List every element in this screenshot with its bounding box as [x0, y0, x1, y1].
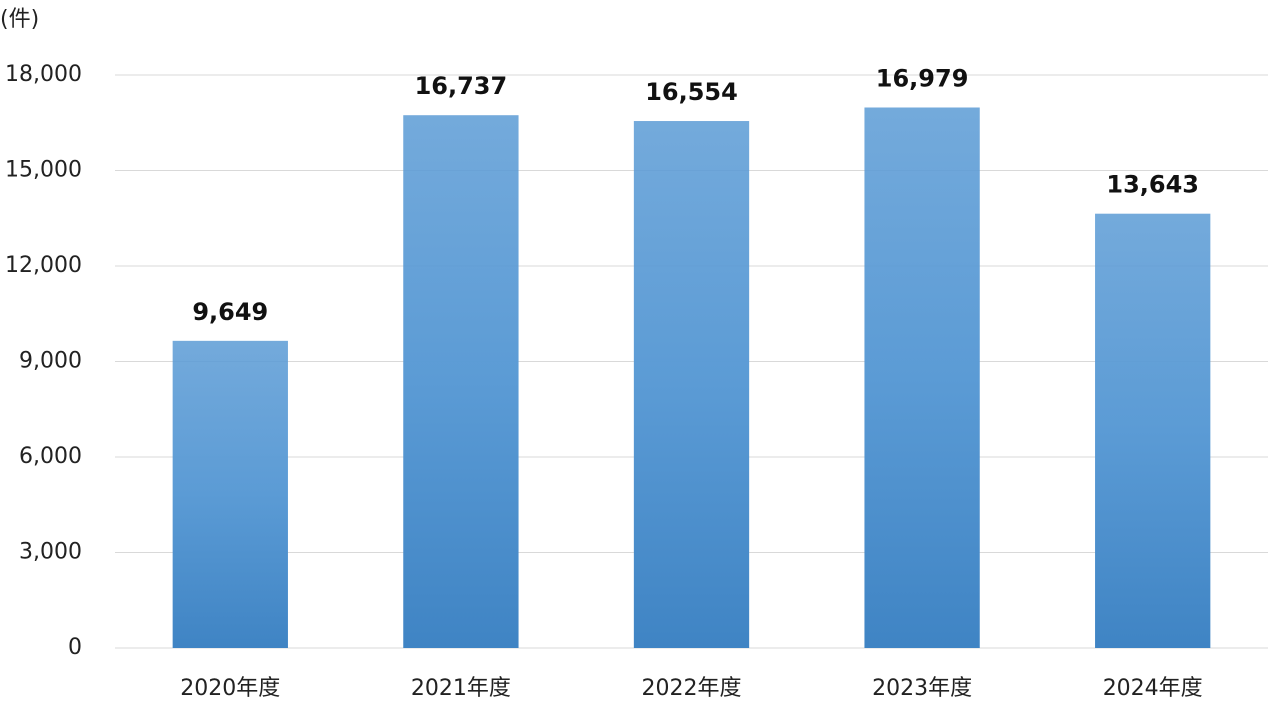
bar — [1095, 213, 1211, 649]
x-tick-label: 2024年度 — [1103, 676, 1203, 701]
y-tick-label: 18,000 — [5, 62, 82, 87]
bar — [403, 115, 519, 648]
y-tick-label: 15,000 — [5, 158, 82, 183]
x-tick-label: 2023年度 — [872, 676, 972, 701]
data-label: 16,979 — [876, 65, 969, 93]
y-tick-label: 3,000 — [19, 540, 82, 565]
bar — [864, 107, 980, 648]
data-label: 16,554 — [645, 78, 738, 106]
y-tick-label: 9,000 — [19, 349, 82, 374]
bar — [172, 340, 288, 648]
y-axis-label: (件) — [0, 7, 39, 32]
y-tick-label: 6,000 — [19, 444, 82, 469]
data-label: 16,737 — [415, 72, 508, 100]
bar — [633, 121, 750, 648]
y-tick-label: 0 — [68, 635, 82, 660]
x-tick-label: 2020年度 — [180, 676, 280, 701]
data-label: 9,649 — [192, 298, 268, 326]
x-tick-label: 2021年度 — [411, 676, 511, 701]
y-tick-label: 12,000 — [5, 253, 82, 278]
x-tick-label: 2022年度 — [642, 676, 742, 701]
data-label: 13,643 — [1106, 171, 1199, 199]
